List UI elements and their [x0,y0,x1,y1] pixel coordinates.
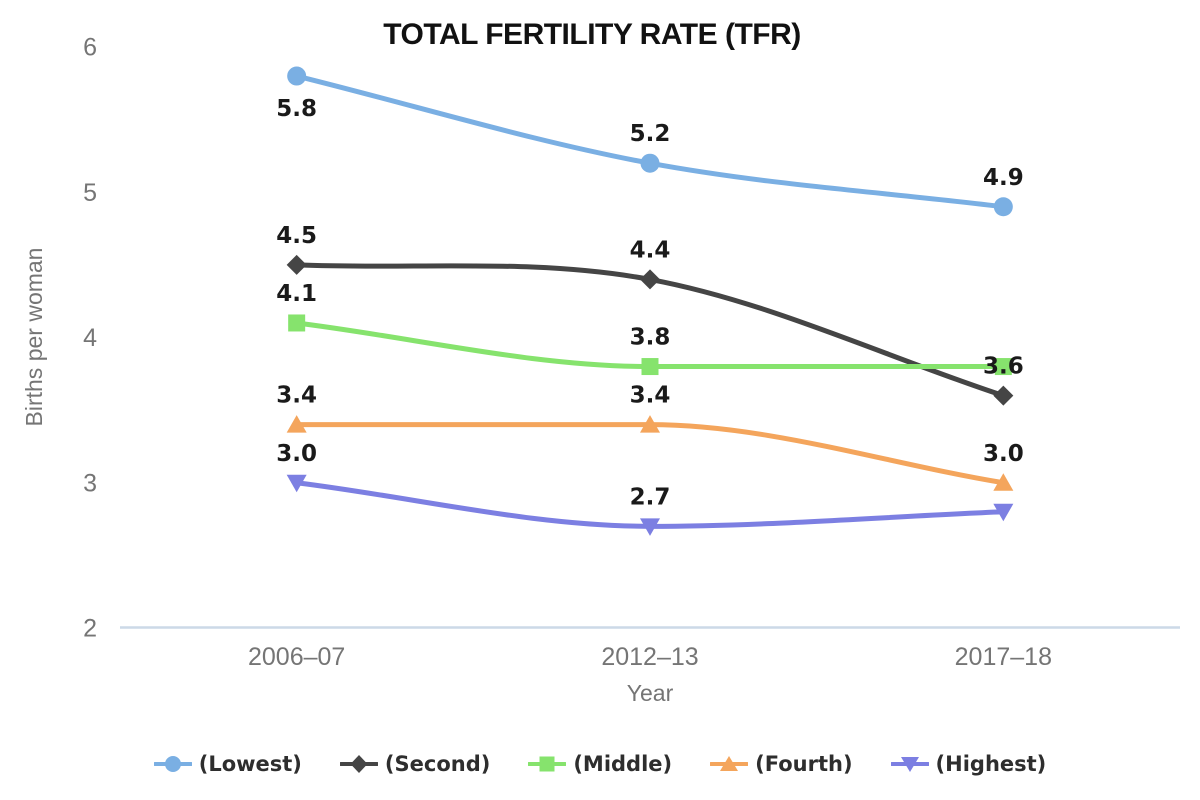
data-point-label: 5.8 [276,96,317,122]
diamond-legend-icon [339,755,378,773]
x-tick-label: 2017–18 [955,643,1052,671]
data-point-marker-lowest[interactable] [993,197,1013,217]
data-point-label: 4.9 [983,165,1024,191]
circle-legend-icon [153,756,192,772]
data-point-marker-fourth[interactable] [286,415,307,433]
data-point-label: 3.6 [983,354,1024,380]
y-tick-label: 6 [83,34,97,62]
data-point-marker-lowest[interactable] [640,153,660,173]
data-point-marker-fourth[interactable] [640,415,660,433]
data-point-marker-second[interactable] [286,254,307,275]
y-tick-label: 5 [83,179,97,207]
data-point-marker-middle[interactable] [288,314,306,332]
legend-item-fourth[interactable]: (Fourth) [710,752,853,776]
square-legend-icon [528,756,567,772]
data-point-marker-lowest[interactable] [287,66,307,86]
triangle-down-legend-icon [890,757,929,772]
y-tick-label: 3 [83,469,97,497]
data-point-marker-middle[interactable] [641,358,659,376]
data-point-marker-highest[interactable] [993,503,1014,522]
legend-item-label: (Second) [384,752,491,776]
y-tick-label: 4 [83,324,97,352]
data-point-marker-fourth[interactable] [993,473,1014,491]
chart-legend: (Lowest) (Second) (Middle) (Fourth) (Highest… [0,752,1200,776]
data-point-label: 4.1 [276,281,317,307]
x-tick-label: 2006–07 [248,643,345,671]
legend-item-label: (Lowest) [198,752,302,776]
triangle-up-legend-icon [710,756,749,771]
data-point-label: 3.0 [983,441,1024,467]
data-point-marker-second[interactable] [640,269,660,290]
x-axis-title: Year [627,680,674,706]
legend-item-highest[interactable]: (Highest) [890,752,1047,776]
y-tick-label: 2 [83,615,97,643]
legend-item-second[interactable]: (Second) [339,752,491,776]
chart-title: TOTAL FERTILITY RATE (TFR) [383,18,801,51]
legend-item-middle[interactable]: (Middle) [528,752,672,776]
data-point-label: 2.7 [630,484,671,510]
series-line-fourth [294,422,1006,486]
data-point-label: 3.0 [276,441,317,467]
y-axis-title: Births per woman [21,248,47,427]
legend-item-lowest[interactable]: (Lowest) [153,752,302,776]
data-point-marker-highest[interactable] [640,518,660,536]
data-point-label: 4.4 [630,237,671,263]
legend-item-label: (Fourth) [755,752,853,776]
legend-item-label: (Middle) [573,752,673,776]
data-point-label: 3.8 [630,325,671,351]
x-tick-label: 2012–13 [601,643,698,671]
data-point-marker-highest[interactable] [286,474,307,493]
data-point-marker-second[interactable] [993,385,1014,406]
data-point-label: 3.4 [276,383,317,409]
data-point-label: 5.2 [630,121,671,147]
legend-item-label: (Highest) [935,752,1047,776]
data-point-label: 3.4 [630,383,671,409]
data-point-marker-middle[interactable] [994,358,1012,376]
data-point-label: 4.5 [276,223,317,249]
